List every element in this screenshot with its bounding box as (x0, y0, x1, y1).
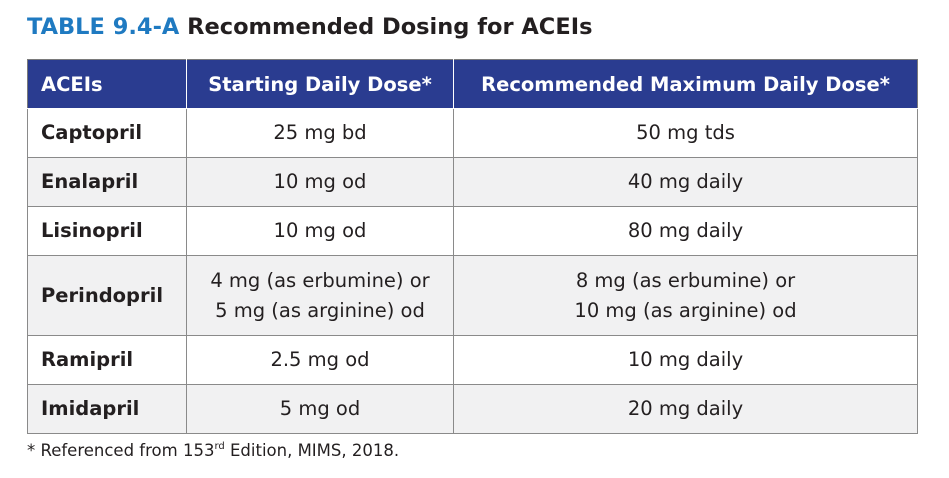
header-row: ACEIs Starting Daily Dose* Recommended M… (27, 59, 918, 109)
maximum-dose: 10 mg daily (453, 335, 918, 385)
starting-dose: 5 mg od (186, 384, 454, 434)
table-title: TABLE 9.4-A Recommended Dosing for ACEIs (27, 14, 592, 40)
header-maximum-dose: Recommended Maximum Daily Dose* (453, 59, 918, 109)
drug-name: Lisinopril (27, 206, 187, 256)
dosing-table: ACEIs Starting Daily Dose* Recommended M… (27, 59, 918, 434)
drug-name: Imidapril (27, 384, 187, 434)
maximum-dose: 50 mg tds (453, 108, 918, 158)
maximum-dose-line: 10 mg (as arginine) od (574, 298, 797, 322)
starting-dose-line: 4 mg (as erbumine) or (210, 268, 430, 292)
maximum-dose: 40 mg daily (453, 157, 918, 207)
drug-name: Perindopril (27, 255, 187, 336)
starting-dose-line: 5 mg (as arginine) od (215, 298, 425, 322)
table-row: Lisinopril 10 mg od 80 mg daily (27, 206, 918, 256)
footnote: * Referenced from 153rd Edition, MIMS, 2… (27, 441, 399, 460)
starting-dose: 4 mg (as erbumine) or 5 mg (as arginine)… (186, 255, 454, 336)
table-row: Imidapril 5 mg od 20 mg daily (27, 384, 918, 434)
footnote-prefix: * Referenced from 153 (27, 441, 215, 460)
table-row: Captopril 25 mg bd 50 mg tds (27, 108, 918, 158)
table-number: TABLE 9.4-A (27, 14, 180, 40)
table-title-text: Recommended Dosing for ACEIs (187, 14, 593, 40)
header-starting-dose: Starting Daily Dose* (186, 59, 454, 109)
table-row: Enalapril 10 mg od 40 mg daily (27, 157, 918, 207)
table-row: Ramipril 2.5 mg od 10 mg daily (27, 335, 918, 385)
starting-dose: 2.5 mg od (186, 335, 454, 385)
footnote-suffix: Edition, MIMS, 2018. (224, 441, 400, 460)
maximum-dose: 20 mg daily (453, 384, 918, 434)
footnote-superscript: rd (214, 441, 225, 452)
starting-dose: 10 mg od (186, 206, 454, 256)
drug-name: Enalapril (27, 157, 187, 207)
starting-dose: 10 mg od (186, 157, 454, 207)
table-row: Perindopril 4 mg (as erbumine) or 5 mg (… (27, 255, 918, 336)
maximum-dose-line: 8 mg (as erbumine) or (575, 268, 796, 292)
drug-name: Ramipril (27, 335, 187, 385)
header-drug: ACEIs (27, 59, 187, 109)
maximum-dose: 8 mg (as erbumine) or 10 mg (as arginine… (453, 255, 918, 336)
starting-dose: 25 mg bd (186, 108, 454, 158)
maximum-dose: 80 mg daily (453, 206, 918, 256)
drug-name: Captopril (27, 108, 187, 158)
